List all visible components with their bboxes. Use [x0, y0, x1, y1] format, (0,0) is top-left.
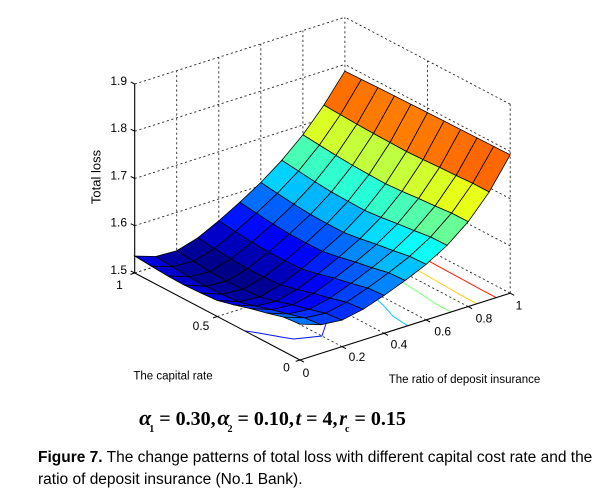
svg-text:1.7: 1.7: [110, 168, 127, 182]
svg-text:1: 1: [116, 278, 123, 292]
svg-text:The ratio of deposit insurance: The ratio of deposit insurance: [389, 374, 541, 386]
svg-text:1.6: 1.6: [110, 216, 127, 230]
svg-text:0.4: 0.4: [391, 338, 408, 352]
svg-text:Total loss: Total loss: [89, 149, 104, 204]
svg-text:0: 0: [303, 366, 310, 380]
svg-text:1.9: 1.9: [110, 74, 127, 88]
svg-text:The capital rate: The capital rate: [133, 371, 212, 383]
svg-text:1.5: 1.5: [110, 263, 127, 277]
svg-text:0: 0: [283, 361, 290, 375]
svg-text:0.8: 0.8: [476, 312, 493, 326]
svg-text:0.5: 0.5: [193, 319, 210, 333]
svg-text:0.6: 0.6: [434, 325, 451, 339]
svg-text:1.8: 1.8: [110, 121, 127, 135]
svg-text:1: 1: [516, 299, 523, 313]
svg-text:0.2: 0.2: [349, 350, 366, 364]
